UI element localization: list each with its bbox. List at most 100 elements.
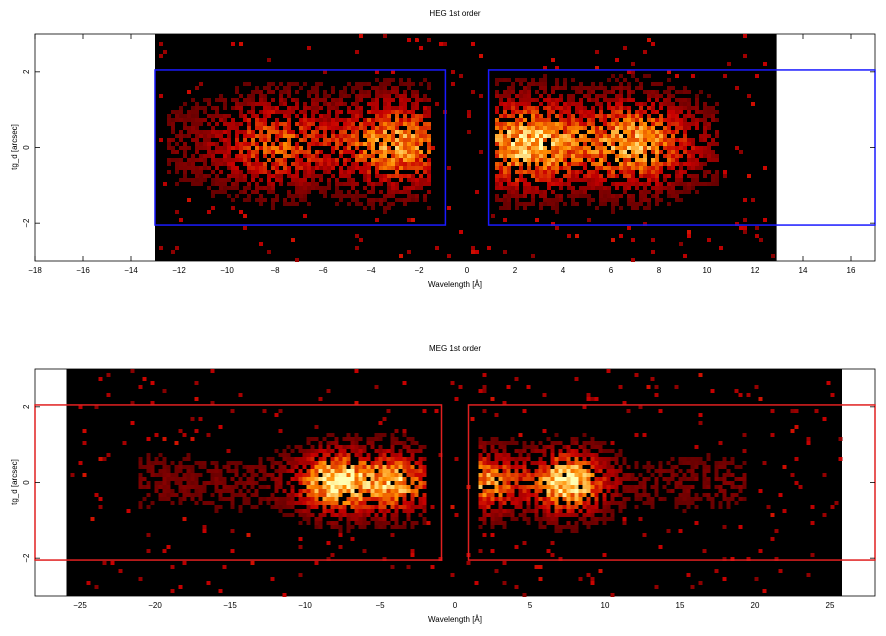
heatmap-cell bbox=[330, 469, 335, 473]
heatmap-cell bbox=[402, 381, 407, 385]
heatmap-cell bbox=[710, 505, 715, 509]
heatmap-cell bbox=[70, 473, 75, 477]
heatmap-cell bbox=[294, 477, 299, 481]
heatmap-cell bbox=[159, 138, 163, 142]
heatmap-cell bbox=[218, 589, 223, 593]
heatmap-cell bbox=[507, 202, 511, 206]
heatmap-cell bbox=[247, 198, 251, 202]
heatmap-cell bbox=[634, 433, 639, 437]
heatmap-cell bbox=[482, 493, 487, 497]
heatmap-cell bbox=[587, 98, 591, 102]
heatmap-cell bbox=[619, 114, 623, 118]
heatmap-cell bbox=[374, 465, 379, 469]
heatmap-cell bbox=[567, 134, 571, 138]
heatmap-cell bbox=[486, 505, 491, 509]
heatmap-cell bbox=[494, 449, 499, 453]
heatmap-cell bbox=[411, 142, 415, 146]
heatmap-cell bbox=[383, 150, 387, 154]
y-tick-label: 2 bbox=[22, 404, 31, 409]
heatmap-cell bbox=[166, 497, 171, 501]
heatmap-cell bbox=[535, 110, 539, 114]
heatmap-cell bbox=[386, 509, 391, 513]
heatmap-cell bbox=[339, 166, 343, 170]
heatmap-cell bbox=[247, 194, 251, 198]
heatmap-cell bbox=[378, 489, 383, 493]
heatmap-cell bbox=[203, 106, 207, 110]
heatmap-cell bbox=[363, 142, 367, 146]
heatmap-cell bbox=[374, 493, 379, 497]
heatmap-cell bbox=[526, 453, 531, 457]
heatmap-cell bbox=[382, 509, 387, 513]
heatmap-cell bbox=[659, 190, 663, 194]
heatmap-cell bbox=[550, 445, 555, 449]
heatmap-cell bbox=[603, 154, 607, 158]
heatmap-cell bbox=[643, 74, 647, 78]
heatmap-cell bbox=[339, 90, 343, 94]
heatmap-cell bbox=[382, 497, 387, 501]
heatmap-cell bbox=[299, 158, 303, 162]
heatmap-cell bbox=[523, 206, 527, 210]
heatmap-cell bbox=[830, 505, 835, 509]
heatmap-cell bbox=[410, 457, 415, 461]
heatmap-cell bbox=[78, 461, 83, 465]
heatmap-cell bbox=[267, 174, 271, 178]
heatmap-cell bbox=[259, 126, 263, 130]
heatmap-cell bbox=[539, 118, 543, 122]
heatmap-cell bbox=[371, 138, 375, 142]
heatmap-cell bbox=[510, 441, 515, 445]
heatmap-cell bbox=[207, 146, 211, 150]
heatmap-cell bbox=[499, 186, 503, 190]
heatmap-cell bbox=[503, 250, 507, 254]
heatmap-cell bbox=[170, 493, 175, 497]
heatmap-cell bbox=[419, 182, 423, 186]
heatmap-cell bbox=[586, 453, 591, 457]
heatmap-cell bbox=[598, 517, 603, 521]
heatmap-cell bbox=[287, 82, 291, 86]
heatmap-cell bbox=[535, 170, 539, 174]
heatmap-cell bbox=[559, 86, 563, 90]
heatmap-cell bbox=[623, 174, 627, 178]
heatmap-cell bbox=[195, 138, 199, 142]
heatmap-cell bbox=[235, 182, 239, 186]
heatmap-cell bbox=[362, 445, 367, 449]
heatmap-cell bbox=[334, 437, 339, 441]
heatmap-cell bbox=[247, 170, 251, 174]
heatmap-cell bbox=[495, 106, 499, 110]
heatmap-cell bbox=[567, 178, 571, 182]
heatmap-cell bbox=[282, 457, 287, 461]
heatmap-cell bbox=[531, 202, 535, 206]
heatmap-cell bbox=[391, 86, 395, 90]
heatmap-cell bbox=[506, 485, 511, 489]
heatmap-cell bbox=[571, 122, 575, 126]
heatmap-cell bbox=[587, 86, 591, 90]
heatmap-cell bbox=[611, 194, 615, 198]
heatmap-cell bbox=[454, 397, 459, 401]
heatmap-cell bbox=[611, 122, 615, 126]
heatmap-cell bbox=[98, 377, 103, 381]
heatmap-cell bbox=[655, 166, 659, 170]
heatmap-cell bbox=[351, 134, 355, 138]
heatmap-cell bbox=[371, 146, 375, 150]
x-tick-label: 15 bbox=[676, 601, 685, 610]
heatmap-cell bbox=[722, 497, 727, 501]
heatmap-cell bbox=[582, 517, 587, 521]
heatmap-cell bbox=[366, 441, 371, 445]
heatmap-cell bbox=[358, 489, 363, 493]
heatmap-cell bbox=[743, 218, 747, 222]
heatmap-cell bbox=[374, 489, 379, 493]
heatmap-cell bbox=[267, 138, 271, 142]
heatmap-cell bbox=[331, 194, 335, 198]
heatmap-cell bbox=[571, 118, 575, 122]
heatmap-cell bbox=[658, 545, 663, 549]
heatmap-cell bbox=[346, 529, 351, 533]
heatmap-cell bbox=[654, 481, 659, 485]
heatmap-cell bbox=[279, 110, 283, 114]
heatmap-cell bbox=[643, 130, 647, 134]
heatmap-cell bbox=[355, 142, 359, 146]
heatmap-cell bbox=[615, 194, 619, 198]
heatmap-cell bbox=[551, 138, 555, 142]
heatmap-cell bbox=[142, 477, 147, 481]
heatmap-cell bbox=[339, 182, 343, 186]
heatmap-cell bbox=[687, 154, 691, 158]
heatmap-cell bbox=[266, 457, 271, 461]
